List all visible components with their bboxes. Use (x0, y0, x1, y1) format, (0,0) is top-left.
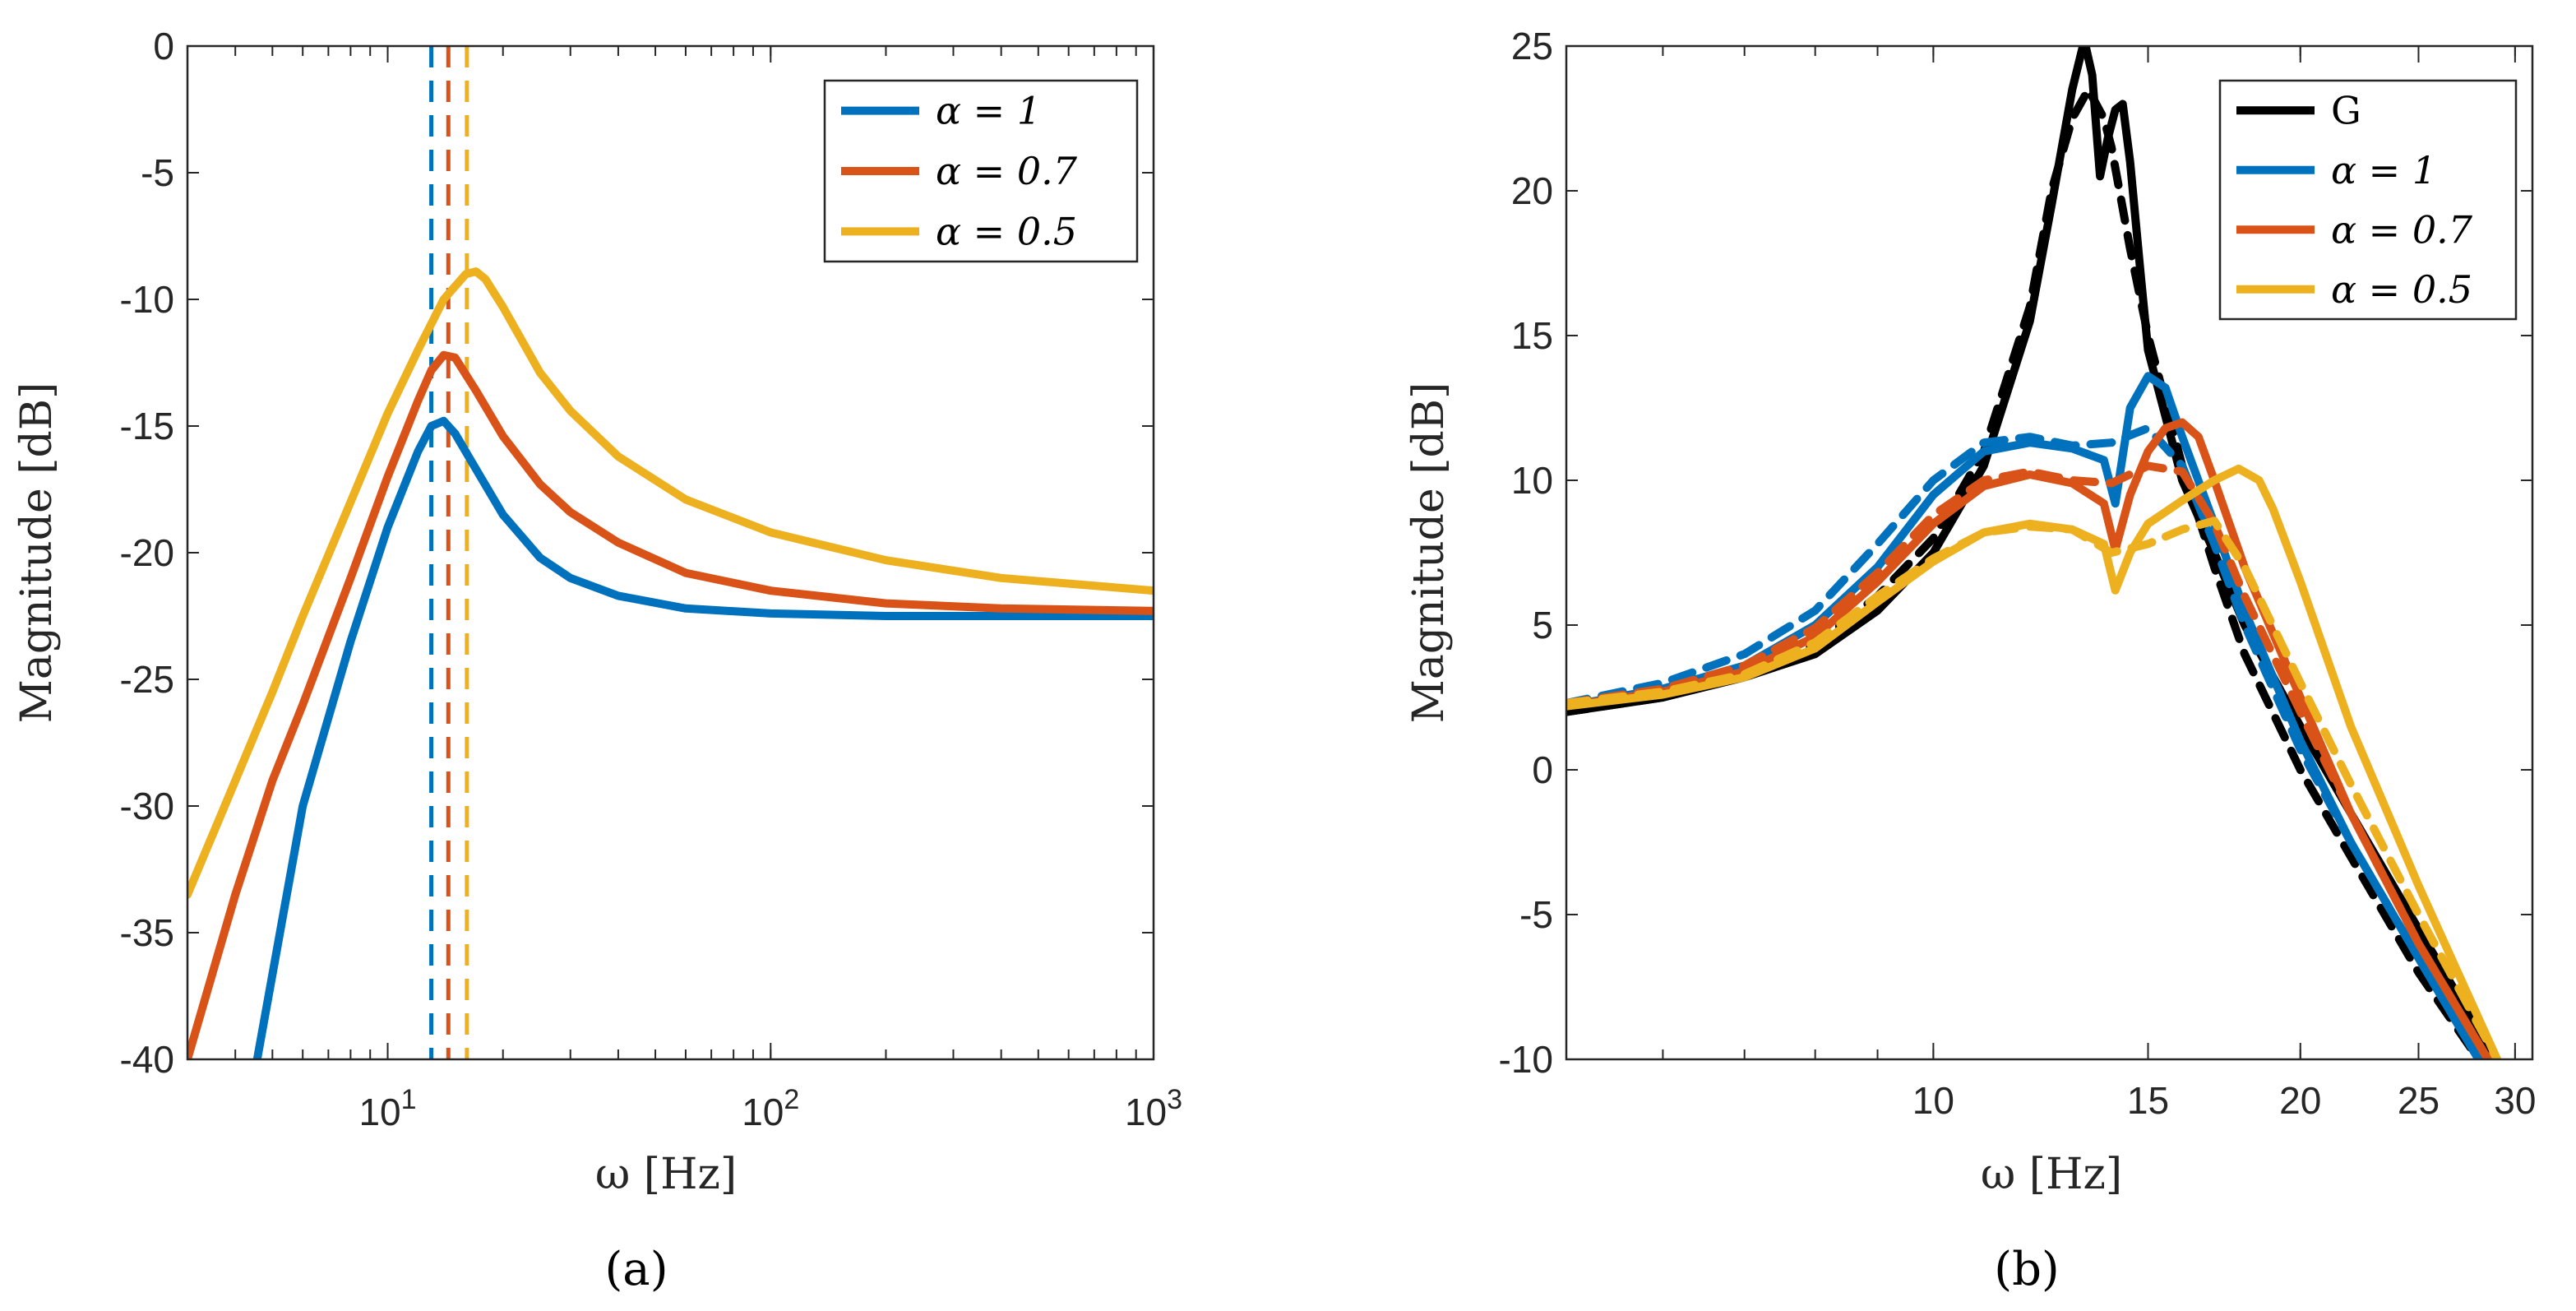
legend-label: α = 0.5 (936, 209, 1077, 253)
legend-label: α = 0.7 (2331, 207, 2473, 252)
y-tick-label: 0 (153, 25, 174, 67)
legend-label: α = 0.5 (2331, 267, 2472, 312)
series-line-7 (1566, 517, 2502, 1059)
y-tick-label: -10 (1499, 1038, 1553, 1081)
y-tick-label: 20 (1511, 169, 1553, 212)
series-line-1 (187, 350, 1154, 1059)
x-tick-label: 15 (2127, 1079, 2169, 1122)
series-line-2 (187, 267, 1154, 899)
series-line-4 (1566, 418, 2492, 1059)
series-line-0 (252, 416, 1154, 1059)
y-tick-label: -40 (120, 1038, 174, 1081)
legend-label: α = 1 (936, 89, 1041, 133)
y-tick-label: 15 (1511, 314, 1553, 357)
y-tick-label: -5 (141, 151, 174, 194)
chart-b: 25 20 15 10 5 0 -5 -10 10 15 20 25 30 ω [Hz] Magnitude… (1404, 25, 2536, 1296)
axes-box (1565, 44, 2534, 1061)
y-tick-label: 25 (1511, 25, 1553, 67)
x-tick-label: 101 (358, 1084, 416, 1133)
x-axis-label: ω [Hz] (595, 1150, 737, 1199)
y-tick-label: -35 (120, 911, 174, 954)
legend-label: G (2331, 88, 2361, 132)
x-axis-label: ω [Hz] (1981, 1150, 2122, 1199)
y-tick-label: -15 (120, 405, 174, 447)
y-tick-label: -30 (120, 785, 174, 827)
panel-caption: (a) (604, 1243, 668, 1296)
legend-label: α = 1 (2331, 148, 2436, 192)
x-tick-label: 20 (2279, 1079, 2321, 1122)
y-axis-label: Magnitude [dB] (1404, 382, 1454, 724)
panel-caption: (b) (1994, 1243, 2060, 1296)
y-tick-label: 10 (1511, 459, 1553, 502)
x-tick-label: 102 (742, 1084, 799, 1133)
y-tick-label: -10 (120, 278, 174, 321)
y-axis-label: Magnitude [dB] (12, 382, 62, 724)
chart-a: 0 -5 -10 -15 -20 -25 -30 -35 -40 101 102 103 ω [Hz] M… (12, 25, 1182, 1296)
y-tick-label: 5 (1532, 604, 1553, 646)
series-group (1566, 46, 2502, 1059)
series-line-5 (1566, 461, 2492, 1059)
y-tick-label: -5 (1519, 893, 1553, 936)
legend-box (2218, 79, 2518, 321)
series-line-3 (1566, 424, 2483, 1059)
x-tick-label: 103 (1125, 1084, 1182, 1133)
y-tick-label: -25 (120, 658, 174, 701)
series-line-6 (1566, 464, 2502, 1059)
x-tick-label: 25 (2398, 1079, 2440, 1122)
x-tick-label: 10 (1912, 1079, 1954, 1122)
legend-label: α = 0.7 (936, 149, 1078, 193)
x-tick-label: 30 (2494, 1079, 2536, 1122)
series-group (187, 46, 1154, 1059)
y-tick-label: -20 (120, 531, 174, 574)
y-tick-label: 0 (1532, 748, 1553, 791)
